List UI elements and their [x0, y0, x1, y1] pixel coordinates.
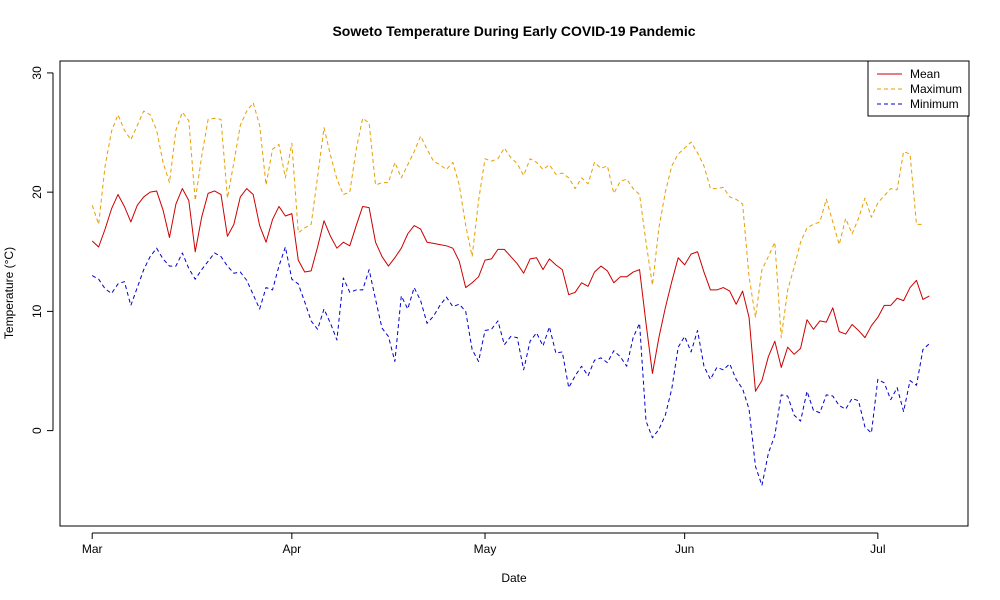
legend-label-minimum: Minimum — [910, 97, 959, 111]
y-axis: 0 10 20 30 — [30, 66, 54, 434]
y-tick-label: 20 — [30, 185, 44, 199]
x-tick-label: May — [474, 542, 497, 556]
y-tick-label: 0 — [30, 427, 44, 434]
x-tick-label: Mar — [82, 542, 103, 556]
legend: Mean Maximum Minimum — [867, 60, 970, 117]
plot-area-frame — [59, 60, 969, 527]
y-axis-label: Temperature (°C) — [2, 247, 16, 339]
y-tick-label: 10 — [30, 304, 44, 318]
legend-label-maximum: Maximum — [910, 82, 962, 96]
x-tick-label: Apr — [282, 542, 301, 556]
series-line-minimum — [91, 246, 930, 486]
x-axis-label: Date — [501, 571, 527, 585]
series-line-mean — [91, 188, 930, 392]
x-axis: Mar Apr May Jun Jul — [82, 532, 886, 556]
series-group — [91, 102, 930, 486]
series-line-maximum — [91, 102, 923, 339]
x-tick-label: Jun — [675, 542, 694, 556]
chart-title: Soweto Temperature During Early COVID-19… — [332, 23, 695, 39]
x-tick-label: Jul — [870, 542, 885, 556]
legend-label-mean: Mean — [910, 67, 940, 81]
y-tick-label: 30 — [30, 66, 44, 80]
